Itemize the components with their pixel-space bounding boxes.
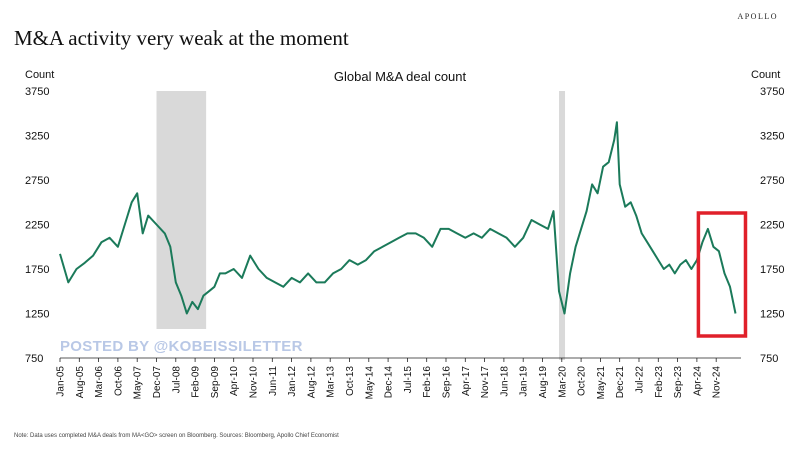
- x-tick-label-Mar-06: Mar-06: [94, 366, 105, 398]
- x-tick-label-May-07: May-07: [133, 366, 144, 400]
- shaded-period-2: [559, 91, 566, 360]
- x-tick-label-Nov-10: Nov-10: [248, 366, 259, 399]
- x-tick-label-Mar-20: Mar-20: [557, 366, 568, 398]
- y-axis-label-left: Count: [25, 69, 54, 81]
- y-tick-right-2750: 2750: [760, 175, 784, 187]
- x-tick-label-Dec-07: Dec-07: [152, 366, 163, 399]
- y-tick-left-2750: 2750: [25, 175, 49, 187]
- y-tick-right-750: 750: [760, 353, 778, 365]
- x-tick-label-Oct-20: Oct-20: [577, 366, 588, 396]
- x-tick-label-Nov-17: Nov-17: [480, 366, 491, 399]
- y-tick-left-1750: 1750: [25, 264, 49, 276]
- y-tick-left-750: 750: [25, 353, 43, 365]
- x-tick-label-Jan-05: Jan-05: [56, 366, 67, 397]
- x-tick-label-Feb-16: Feb-16: [422, 366, 433, 398]
- x-tick-label-Sep-16: Sep-16: [441, 366, 452, 399]
- x-tick-label-Apr-24: Apr-24: [692, 366, 703, 396]
- x-tick-label-May-14: May-14: [364, 366, 375, 400]
- x-tick-label-Oct-06: Oct-06: [113, 366, 124, 396]
- x-tick-label-Apr-17: Apr-17: [461, 366, 472, 396]
- brand-logo: APOLLO: [737, 12, 778, 21]
- x-tick-label-Aug-19: Aug-19: [538, 366, 549, 399]
- x-tick-label-Feb-23: Feb-23: [654, 366, 665, 398]
- x-tick-label-May-21: May-21: [596, 366, 607, 400]
- x-tick-label-Mar-13: Mar-13: [326, 366, 337, 398]
- y-tick-right-3750: 3750: [760, 86, 784, 98]
- x-tick-label-Jul-22: Jul-22: [634, 366, 645, 394]
- footnote: Note: Data uses completed M&A deals from…: [14, 433, 339, 439]
- x-tick-label-Aug-05: Aug-05: [75, 366, 86, 399]
- y-tick-left-1250: 1250: [25, 309, 49, 321]
- x-tick-label-Jul-08: Jul-08: [171, 366, 182, 394]
- chart-title: Global M&A deal count: [334, 69, 467, 84]
- x-tick-label-Jul-15: Jul-15: [403, 366, 414, 394]
- y-tick-right-1250: 1250: [760, 309, 784, 321]
- x-tick-label-Sep-23: Sep-23: [673, 366, 684, 399]
- x-tick-label-Nov-24: Nov-24: [712, 366, 723, 399]
- y-tick-left-2250: 2250: [25, 220, 49, 232]
- x-tick-label-Sep-09: Sep-09: [210, 366, 221, 399]
- x-tick-label-Dec-14: Dec-14: [384, 366, 395, 399]
- recession-shading: [156, 91, 566, 360]
- y-tick-right-2250: 2250: [760, 220, 784, 232]
- watermark: POSTED BY @KOBEISSILETTER: [60, 338, 303, 355]
- headline: M&A activity very weak at the moment: [14, 26, 349, 50]
- x-tick-label-Feb-09: Feb-09: [191, 366, 202, 398]
- y-tick-left-3250: 3250: [25, 131, 49, 143]
- highlight-box: [696, 211, 748, 338]
- y-axis-left: 750 1250 1750 2250 2750 3250 3750: [25, 86, 49, 365]
- y-axis-right: 750 1250 1750 2250 2750 3250 3750: [760, 86, 784, 365]
- x-tick-label-Jun-18: Jun-18: [499, 366, 510, 397]
- y-tick-right-1750: 1750: [760, 264, 784, 276]
- x-tick-label-Dec-21: Dec-21: [615, 366, 626, 399]
- x-axis: Jan-05 Aug-05 Mar-06 Oct-06 May-07 Dec-07 Jul-…: [56, 358, 723, 399]
- shaded-period-1: [156, 91, 207, 329]
- y-tick-left-3750: 3750: [25, 86, 49, 98]
- series-line-deal-count: [59, 121, 737, 315]
- y-tick-right-3250: 3250: [760, 131, 784, 143]
- x-tick-label-Jan-19: Jan-19: [519, 366, 530, 397]
- x-tick-label-Oct-13: Oct-13: [345, 366, 356, 396]
- x-tick-label-Jan-12: Jan-12: [287, 366, 298, 397]
- x-tick-label-Apr-10: Apr-10: [229, 366, 240, 396]
- x-tick-label-Aug-12: Aug-12: [306, 366, 317, 399]
- x-tick-label-Jun-11: Jun-11: [268, 366, 279, 396]
- y-axis-label-right: Count: [751, 69, 780, 81]
